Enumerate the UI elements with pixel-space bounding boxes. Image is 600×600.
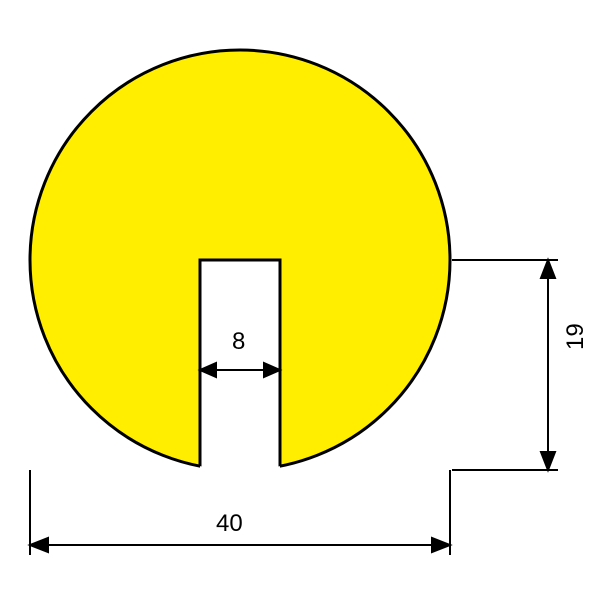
label-slot-depth: 19 [562,323,590,350]
label-slot-width: 8 [232,328,245,356]
label-outer-width: 40 [216,510,243,538]
dimension-slot-depth [452,260,558,470]
profile-drawing [0,0,600,600]
technical-diagram: 40 8 19 [0,0,600,600]
slot-opening-mask [200,455,280,485]
